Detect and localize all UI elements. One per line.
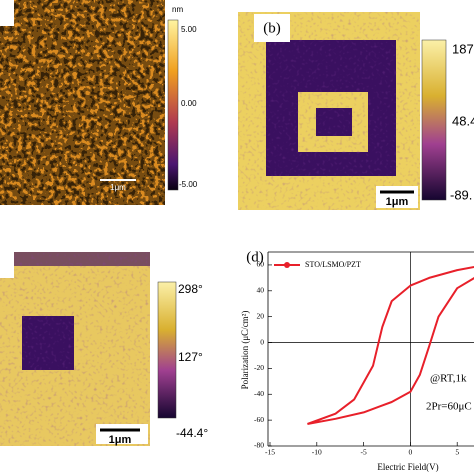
scale-bar-label: 1μm bbox=[386, 196, 409, 208]
y-tick-label: 20 bbox=[257, 311, 265, 320]
x-axis-label: Electric Field(V) bbox=[377, 462, 438, 472]
panel-c: 1μm 298° 127° -44.4° bbox=[0, 252, 208, 446]
hysteresis-chart: (d) Electric Field(V) Polarization (μC/c… bbox=[240, 249, 474, 472]
colorbar-tick: -89. bbox=[450, 187, 472, 202]
colorbar-unit: nm bbox=[172, 5, 183, 14]
panel-label: (d) bbox=[246, 249, 264, 265]
colorbar-tick: 127° bbox=[178, 350, 203, 364]
annotation: 2Pr=60μC bbox=[426, 401, 472, 413]
colorbar-tick: -5.00 bbox=[179, 180, 198, 189]
panel-a: 1μm nm 5.00 0.00 -5.00 bbox=[0, 0, 198, 205]
x-tick-label: 0 bbox=[409, 448, 413, 457]
annotation: @RT,1k bbox=[430, 373, 467, 385]
colorbar-tick: 48.4 bbox=[452, 113, 474, 128]
y-tick-label: -80 bbox=[254, 441, 264, 450]
legend-label: STO/LSMO/PZT bbox=[305, 260, 361, 269]
label-box bbox=[0, 252, 14, 278]
y-axis-label: Polarization (μC/cm²) bbox=[240, 311, 250, 390]
x-tick-label: -10 bbox=[312, 448, 322, 457]
colorbar-tick: 5.00 bbox=[181, 25, 197, 34]
colorbar-tick: 187 bbox=[452, 41, 474, 56]
scale-bar-label: 1μm bbox=[110, 183, 126, 192]
x-tick-label: -15 bbox=[265, 448, 275, 457]
y-tick-label: 60 bbox=[257, 260, 265, 269]
colorbar bbox=[421, 39, 447, 201]
y-tick-label: 40 bbox=[257, 286, 265, 295]
colorbar bbox=[167, 19, 179, 191]
label-box bbox=[0, 0, 14, 26]
colorbar bbox=[157, 281, 177, 419]
y-tick-label: 0 bbox=[260, 337, 264, 346]
pfm-texture bbox=[0, 252, 150, 446]
panel-label: (b) bbox=[263, 20, 281, 36]
x-tick-label: 5 bbox=[455, 448, 459, 457]
afm-texture bbox=[0, 0, 165, 205]
colorbar-tick: 298° bbox=[178, 282, 203, 296]
y-tick-label: -20 bbox=[254, 363, 264, 372]
label-box bbox=[254, 14, 290, 42]
colorbar-tick: -44.4° bbox=[176, 426, 208, 440]
scale-bar-label: 1μm bbox=[109, 434, 132, 446]
panel-b: (b) 1μm 187 48.4 -89. bbox=[238, 12, 474, 210]
colorbar-tick: 0.00 bbox=[181, 99, 197, 108]
data-line bbox=[307, 265, 474, 425]
y-tick-label: -40 bbox=[254, 389, 264, 398]
pfm-texture bbox=[238, 12, 420, 210]
x-tick-label: -5 bbox=[360, 448, 366, 457]
legend-marker bbox=[284, 262, 290, 268]
y-tick-label: -60 bbox=[254, 415, 264, 424]
